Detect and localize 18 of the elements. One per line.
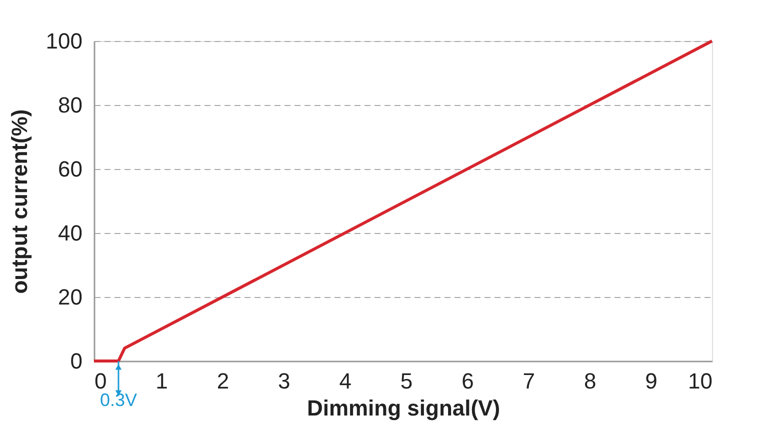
x-tick-label: 4 <box>339 368 352 394</box>
x-tick-label: 3 <box>278 368 290 394</box>
y-tick-label: 40 <box>58 220 82 246</box>
y-tick-label: 80 <box>58 92 82 118</box>
x-tick-label: 5 <box>400 368 413 394</box>
y-tick-label: 0 <box>70 348 82 374</box>
x-tick-label: 2 <box>216 368 230 394</box>
x-axis-title: Dimming signal(V) <box>306 396 500 420</box>
x-tick-label: 1 <box>156 368 168 394</box>
y-tick-label: 60 <box>58 156 82 182</box>
y-tick-label: 20 <box>58 284 82 310</box>
y-tick-label: 100 <box>46 28 82 54</box>
x-tick-label: 7 <box>522 368 536 394</box>
y-axis-title: output current(%) <box>6 109 32 294</box>
x-tick-label: 8 <box>584 368 596 394</box>
x-tick-label: 6 <box>462 368 474 394</box>
x-tick-label: 9 <box>645 368 658 394</box>
x-tick-label: 10 <box>688 368 712 394</box>
